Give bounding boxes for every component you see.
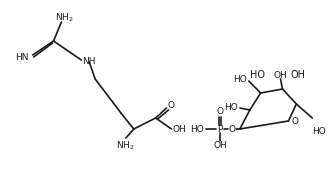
Text: HO: HO xyxy=(190,124,204,134)
Text: OH: OH xyxy=(291,70,305,80)
Text: O: O xyxy=(291,116,298,126)
Text: P: P xyxy=(217,124,223,134)
Text: NH: NH xyxy=(82,58,96,66)
Text: HO: HO xyxy=(224,104,238,112)
Text: OH: OH xyxy=(274,70,287,80)
Text: OH: OH xyxy=(213,141,227,151)
Text: HO: HO xyxy=(312,128,326,136)
Text: O: O xyxy=(228,124,236,134)
Text: O: O xyxy=(167,100,174,110)
Text: NH$_2$: NH$_2$ xyxy=(115,140,134,152)
Text: O: O xyxy=(216,108,223,116)
Text: HO: HO xyxy=(233,74,247,84)
Text: HN: HN xyxy=(15,54,29,62)
Text: HO: HO xyxy=(250,70,265,80)
Text: OH: OH xyxy=(172,126,186,134)
Text: NH$_2$: NH$_2$ xyxy=(55,12,74,24)
